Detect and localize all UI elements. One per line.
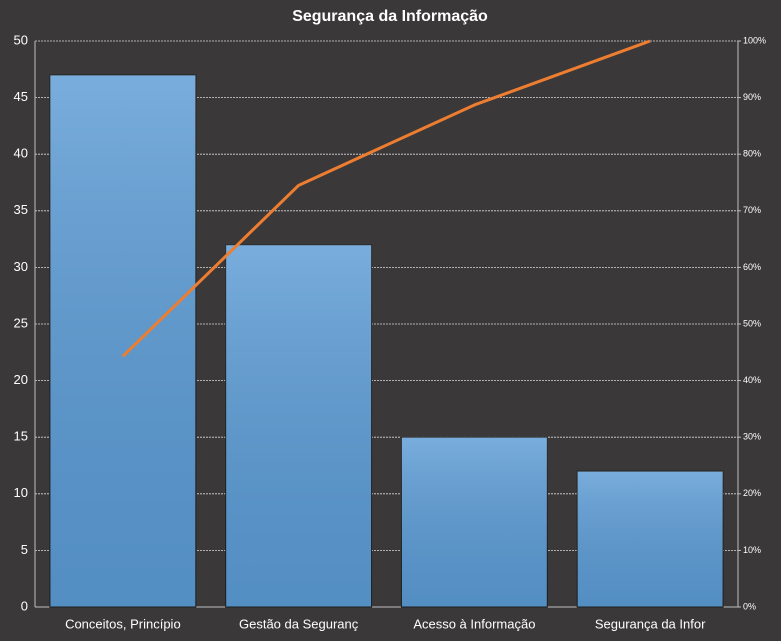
chart-title: Segurança da Informação — [292, 8, 488, 25]
x-tick-label: Gestão da Seguranç — [239, 616, 359, 631]
y-tick-label: 25 — [14, 315, 28, 330]
y-tick-label: 20 — [14, 372, 28, 387]
bar — [400, 436, 548, 608]
x-tick-label: Acesso à Informação — [413, 616, 535, 631]
y2-tick-label: 90% — [743, 92, 761, 102]
y2-tick-label: 10% — [743, 545, 761, 555]
y-tick-label: 15 — [14, 429, 28, 444]
y2-tick-label: 30% — [743, 432, 761, 442]
bar — [576, 470, 724, 608]
x-tick-label: Segurança da Infor — [595, 616, 706, 631]
line — [121, 39, 651, 358]
y2-tick-label: 80% — [743, 149, 761, 159]
y2-tick-label: 0% — [743, 601, 756, 611]
bar — [49, 74, 197, 608]
y2-tick-label: 40% — [743, 375, 761, 385]
y2-tick-label: 20% — [743, 488, 761, 498]
y2-tick-label: 50% — [743, 318, 761, 328]
y-tick-label: 30 — [14, 259, 28, 274]
y-tick-label: 10 — [14, 485, 28, 500]
y-tick-label: 40 — [14, 146, 28, 161]
y2-tick-label: 60% — [743, 262, 761, 272]
y-tick-label: 5 — [21, 542, 28, 557]
x-tick-label: Conceitos, Princípio — [65, 616, 181, 631]
y-tick-label: 35 — [14, 202, 28, 217]
y-tick-label: 45 — [14, 89, 28, 104]
bar — [225, 244, 373, 608]
y-tick-label: 0 — [21, 598, 28, 613]
y-tick-label: 50 — [14, 32, 28, 47]
y2-tick-label: 100% — [743, 35, 766, 45]
y2-tick-label: 70% — [743, 205, 761, 215]
